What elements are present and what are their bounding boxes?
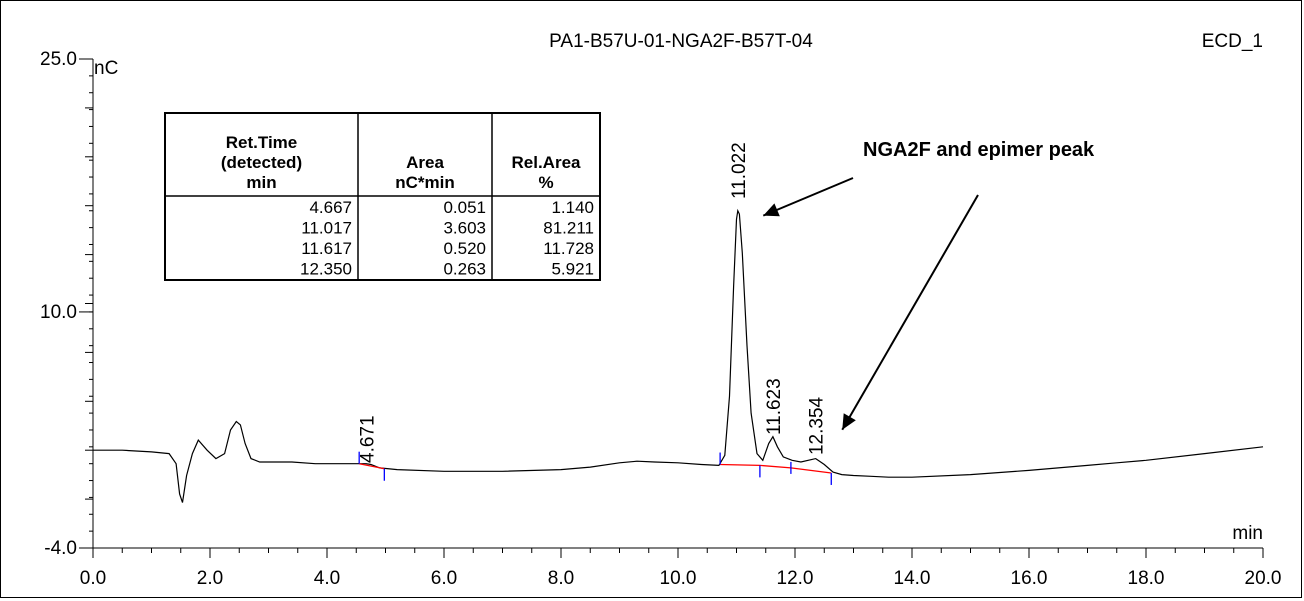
x-tick-label: 0.0	[80, 568, 106, 589]
table-cell: 11.017	[301, 219, 352, 238]
table-cell: 0.263	[443, 260, 486, 279]
x-axis-unit: min	[1232, 523, 1263, 544]
integration-baseline	[359, 463, 385, 470]
table-cell: 0.520	[443, 239, 486, 258]
x-tick-label: 20.0	[1245, 568, 1282, 589]
table-cell: 81.211	[543, 219, 594, 238]
peak-annotation: NGA2F and epimer peak	[863, 139, 1095, 161]
axes: 0.0 2.0 4.0 6.0 8.0 10.0 12.0 14.0 16.0 18.0 20.0 -…	[40, 49, 1281, 589]
table-cell: 3.603	[443, 219, 486, 238]
annotation-arrow-line	[762, 177, 854, 217]
table-cell: 11.728	[543, 239, 594, 258]
peak-label: 4.671	[357, 415, 378, 463]
chart-title: PA1-B57U-01-NGA2F-B57T-04	[549, 31, 813, 52]
annotation-arrows	[762, 177, 979, 431]
table-header-cell: nC*min	[395, 173, 455, 192]
x-tick-label: 6.0	[431, 568, 457, 589]
y-tick-label: 25.0	[40, 49, 77, 70]
table-header-cell: Ret.Time	[226, 133, 298, 152]
peak-label: 12.354	[807, 396, 828, 455]
x-tick-label: 16.0	[1011, 568, 1048, 589]
table-cell: 0.051	[443, 198, 486, 217]
trace-layer	[93, 208, 1264, 503]
peak-label: 11.022	[729, 142, 750, 199]
table-header-cell: min	[246, 173, 276, 192]
x-tick-label: 12.0	[777, 568, 814, 589]
table-header-cell: Area	[406, 153, 444, 172]
x-tick-label: 8.0	[548, 568, 574, 589]
table-cell: 1.140	[551, 198, 594, 217]
x-tick-label: 4.0	[314, 568, 340, 589]
peak-labels: 4.671 11.022 11.623 12.354	[357, 142, 827, 463]
chromatogram-trace	[93, 208, 1264, 503]
x-tick-label: 18.0	[1128, 568, 1165, 589]
x-tick-label: 14.0	[894, 568, 931, 589]
table-cell: 4.667	[309, 198, 352, 217]
table-cell: 5.921	[551, 260, 594, 279]
annotation-arrow-line	[841, 194, 979, 431]
table-header-cell: Rel.Area	[512, 153, 582, 172]
y-tick-label: 10.0	[40, 302, 77, 323]
x-tick-label: 2.0	[197, 568, 223, 589]
y-tick-label: -4.0	[44, 538, 77, 559]
annotation-arrow-head	[763, 203, 780, 217]
channel-label: ECD_1	[1202, 31, 1263, 52]
x-tick-label: 10.0	[660, 568, 697, 589]
peak-label: 11.623	[764, 378, 785, 435]
table-cell: 11.617	[301, 239, 352, 258]
annotation-arrow-head	[842, 413, 856, 430]
y-axis-unit: nC	[94, 58, 118, 79]
table-header-cell: (detected)	[221, 153, 302, 172]
table-cell: 12.350	[300, 260, 352, 279]
integration-baseline	[720, 463, 832, 474]
table-header-cell: %	[538, 173, 553, 192]
